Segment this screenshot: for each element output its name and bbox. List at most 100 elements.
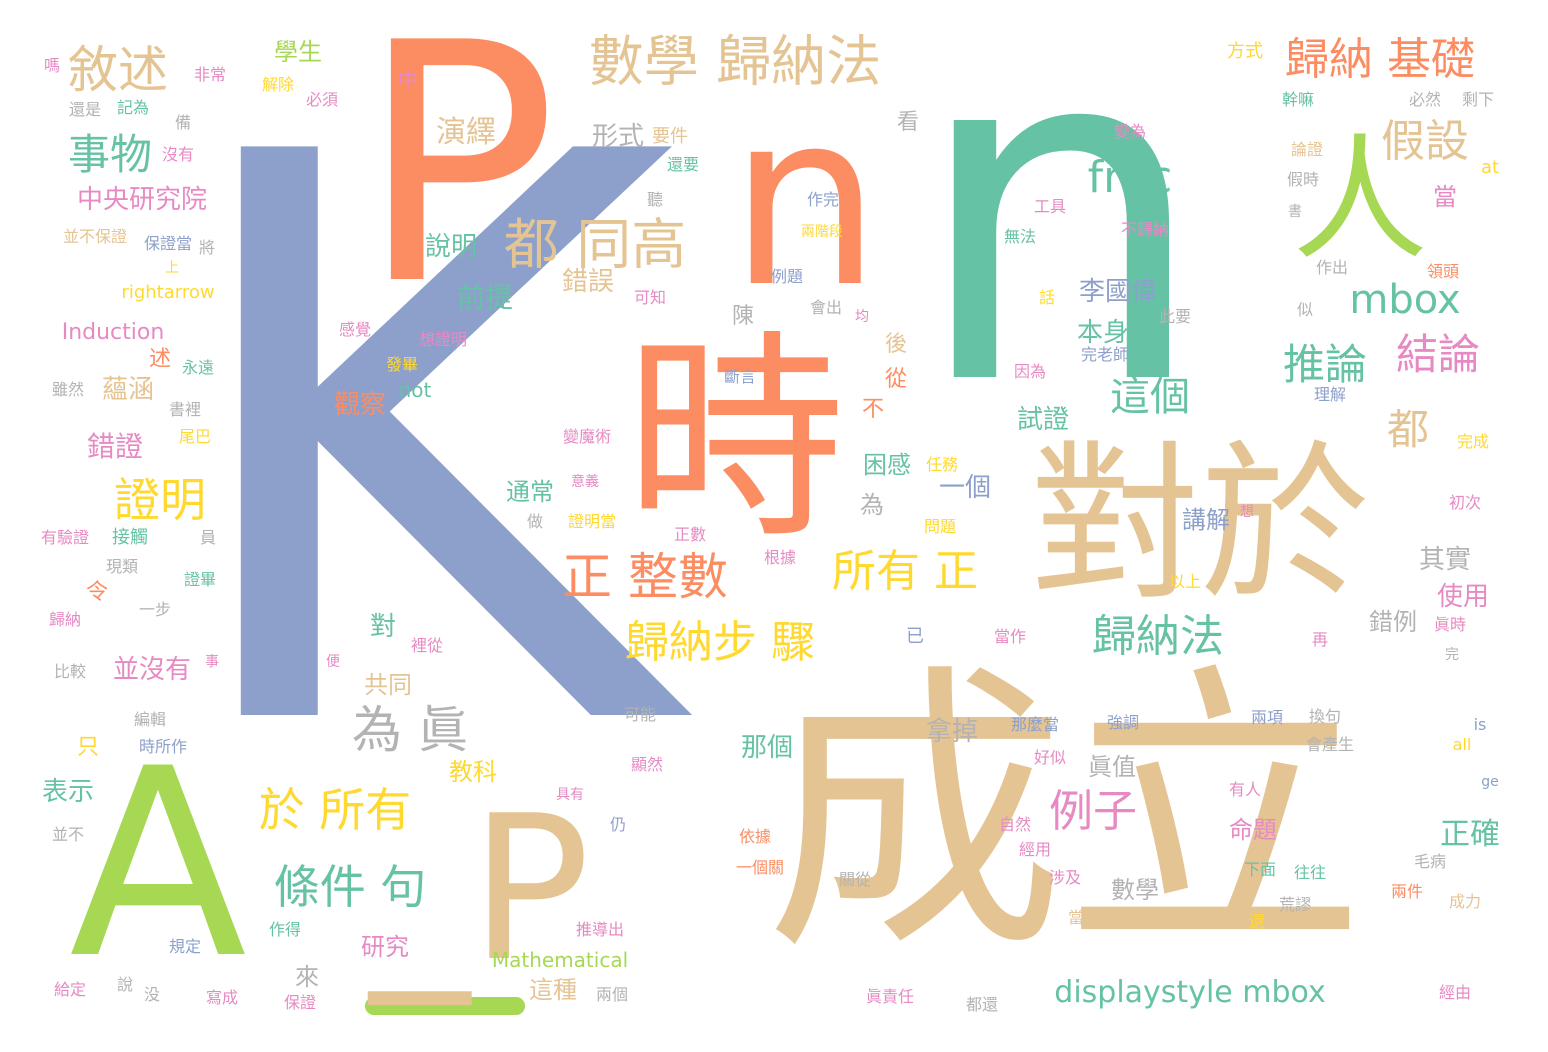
cloud-word: 中央研究院: [76, 185, 208, 215]
cloud-word: 眞值: [1088, 753, 1136, 781]
cloud-word: 剩下: [1461, 90, 1495, 109]
cloud-word: 作完: [806, 190, 840, 209]
cloud-word: 保證當: [143, 234, 193, 253]
cloud-word: 都還: [965, 995, 999, 1014]
cloud-word: 雖然: [51, 380, 85, 399]
cloud-word: 共同: [364, 671, 412, 699]
cloud-word: 沒有: [161, 145, 195, 164]
cloud-word: A: [69, 714, 247, 1016]
cloud-word: P: [358, 0, 558, 357]
cloud-word: 初次: [1448, 493, 1482, 512]
cloud-word: 書: [1288, 204, 1302, 220]
cloud-word: 没: [143, 985, 161, 1004]
cloud-word: 本身: [1076, 318, 1130, 348]
cloud-word: 歸納: [48, 610, 82, 629]
cloud-word: 現類: [105, 557, 139, 576]
cloud-word: 保證: [283, 993, 317, 1012]
cloud-word: 演繹: [436, 115, 496, 150]
cloud-word: 不: [861, 397, 885, 422]
cloud-word: 李國偉: [1078, 277, 1158, 307]
cloud-word: 會產生: [1305, 735, 1355, 754]
cloud-word: 均: [855, 309, 869, 325]
cloud-word: 必然: [1408, 90, 1442, 109]
cloud-word: 做: [526, 512, 544, 531]
cloud-word: 從: [884, 367, 908, 392]
cloud-word: 數學 歸納法: [588, 29, 882, 94]
cloud-word: 令: [85, 580, 109, 605]
cloud-word: 仍: [609, 815, 627, 834]
cloud-word: 已: [906, 626, 924, 647]
underscore-bar: [365, 997, 525, 1015]
cloud-word: 於 所有: [258, 783, 412, 837]
cloud-word: 作得: [268, 920, 302, 939]
cloud-word: ge: [1481, 774, 1499, 790]
cloud-word: 所有 正: [832, 546, 978, 597]
cloud-word: 毛病: [1413, 852, 1447, 871]
cloud-word: 對: [369, 612, 397, 642]
cloud-word: 完成: [1456, 432, 1490, 451]
cloud-word: 拿掉: [925, 717, 979, 747]
cloud-word: 書裡: [168, 400, 202, 419]
cloud-word: 尾巴: [178, 427, 212, 446]
cloud-word: 換句: [1308, 707, 1342, 726]
cloud-word: 一個: [938, 473, 992, 503]
cloud-word: 具有: [556, 787, 584, 803]
cloud-word: 兩項: [1250, 708, 1284, 727]
cloud-word: displaystyle mbox: [1054, 975, 1326, 1010]
cloud-word: 當作: [993, 627, 1027, 646]
cloud-word: _P: [369, 773, 591, 1006]
cloud-word: 規定: [168, 937, 202, 956]
cloud-word: 中: [398, 68, 418, 92]
cloud-word: 便: [326, 654, 340, 670]
cloud-word: 好似: [1033, 748, 1067, 767]
cloud-word: 員: [199, 528, 217, 547]
cloud-word: 眞時: [1433, 615, 1467, 634]
cloud-word: 後: [884, 332, 908, 357]
cloud-word: 嗎: [43, 56, 61, 75]
cloud-word: 還: [1248, 912, 1266, 931]
cloud-word: 例子: [1049, 786, 1137, 837]
cloud-word: 時: [624, 312, 846, 568]
cloud-word: 經用: [1018, 840, 1052, 859]
cloud-word: 完: [1445, 647, 1459, 663]
cloud-word: 那個: [740, 733, 794, 763]
cloud-word: 理解: [1313, 385, 1347, 404]
cloud-word: 這種: [529, 976, 577, 1004]
cloud-word: 學生: [274, 38, 322, 66]
cloud-word: 寫成: [205, 988, 239, 1007]
cloud-word: Induction: [61, 320, 165, 345]
cloud-word: 說明: [424, 232, 478, 262]
cloud-word: 並不保證: [62, 227, 128, 246]
cloud-word: 給定: [53, 980, 87, 999]
cloud-word: 再: [1311, 630, 1329, 649]
cloud-word: 都: [1386, 405, 1430, 454]
cloud-word: 還是: [68, 100, 102, 119]
cloud-word: n: [911, 0, 1209, 488]
cloud-word: 當: [1433, 183, 1457, 211]
cloud-word: 歸納法: [1092, 611, 1224, 662]
cloud-word: 解除: [261, 75, 295, 94]
cloud-word: 將: [198, 238, 216, 257]
cloud-word: 話: [1038, 288, 1056, 307]
cloud-word: 假設: [1381, 116, 1469, 167]
cloud-word: 成立: [765, 640, 1365, 989]
cloud-word: 想: [1240, 504, 1254, 520]
cloud-word: Mathematical: [491, 948, 629, 972]
cloud-word: 一個關: [735, 858, 785, 877]
cloud-word: 眞責任: [865, 987, 915, 1006]
cloud-word: 強調: [1106, 713, 1140, 732]
cloud-word: 觀察: [333, 390, 387, 420]
cloud-word: 經由: [1438, 983, 1472, 1002]
cloud-word: 事物: [67, 130, 153, 179]
cloud-word: 接觸: [112, 527, 148, 548]
cloud-word: 教科: [449, 758, 497, 786]
cloud-word: 看: [896, 110, 920, 135]
cloud-word: 歸納步 驟: [625, 617, 815, 668]
cloud-word: 似: [1296, 300, 1314, 319]
cloud-word: 裡從: [410, 636, 444, 655]
cloud-word: 一步: [138, 600, 172, 619]
cloud-word: 表示: [41, 777, 95, 807]
cloud-word: rightarrow: [121, 282, 215, 303]
cloud-word: 證明: [114, 473, 206, 527]
cloud-word: 敘述: [68, 41, 168, 99]
